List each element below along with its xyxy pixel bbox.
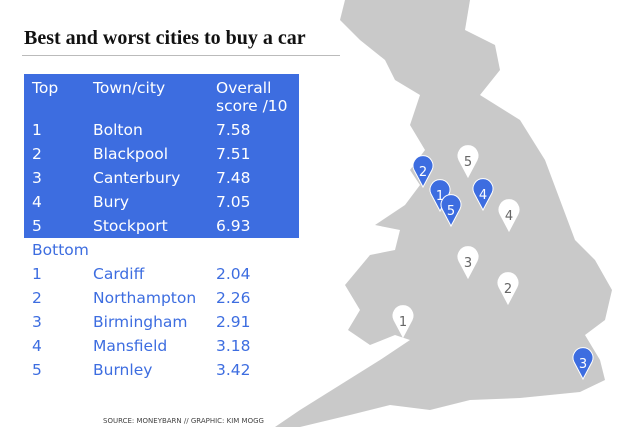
pin-label: 2 bbox=[419, 165, 427, 180]
cell: 3.42 bbox=[216, 361, 251, 379]
pin-label: 4 bbox=[479, 188, 487, 203]
pin bbox=[429, 179, 451, 213]
cell: Cardiff bbox=[93, 265, 145, 283]
pin bbox=[572, 347, 594, 381]
source: SOURCE: MONEYBARN // GRAPHIC: KIM MOGG bbox=[103, 417, 264, 425]
cell: Mansfield bbox=[93, 337, 168, 355]
cell: 2 bbox=[32, 145, 42, 163]
cell: Bolton bbox=[93, 121, 143, 139]
column-header: Top bbox=[32, 79, 59, 97]
pin-label: 5 bbox=[447, 204, 455, 219]
pin-label: 1 bbox=[399, 315, 407, 330]
pin bbox=[440, 194, 462, 228]
cell: 2.91 bbox=[216, 313, 251, 331]
cell: 3 bbox=[32, 313, 42, 331]
pin-label: 3 bbox=[579, 357, 587, 372]
pin bbox=[472, 178, 494, 212]
cell: Northampton bbox=[93, 289, 197, 307]
pin bbox=[392, 305, 414, 339]
cell: 4 bbox=[32, 193, 42, 211]
column-header: Overall score /10 bbox=[216, 79, 288, 115]
cell: 7.51 bbox=[216, 145, 251, 163]
cell: 7.05 bbox=[216, 193, 251, 211]
cell: 4 bbox=[32, 337, 42, 355]
rule bbox=[22, 55, 340, 56]
pin-label: 4 bbox=[505, 209, 513, 224]
cell: 2 bbox=[32, 289, 42, 307]
column-header: Town/city bbox=[93, 79, 166, 97]
cell: Bury bbox=[93, 193, 130, 211]
cell: 3 bbox=[32, 169, 42, 187]
cell: 5 bbox=[32, 361, 42, 379]
pin bbox=[497, 272, 519, 306]
cell: 3.18 bbox=[216, 337, 251, 355]
pin bbox=[412, 155, 434, 189]
title: Best and worst cities to buy a car bbox=[24, 27, 306, 49]
pin bbox=[457, 246, 479, 280]
cell: Burnley bbox=[93, 361, 153, 379]
cell: 2.04 bbox=[216, 265, 251, 283]
pin-label: 1 bbox=[436, 189, 444, 204]
pin-label: 5 bbox=[464, 155, 472, 170]
cell: Blackpool bbox=[93, 145, 169, 163]
cell: Stockport bbox=[93, 217, 168, 235]
cell: 7.48 bbox=[216, 169, 251, 187]
pin-label: 3 bbox=[464, 256, 472, 271]
cell: Birmingham bbox=[93, 313, 188, 331]
land bbox=[275, 0, 612, 427]
pin-label: 2 bbox=[504, 282, 512, 297]
pin bbox=[498, 199, 520, 233]
cell: 5 bbox=[32, 217, 42, 235]
pin bbox=[457, 145, 479, 179]
cell: 7.58 bbox=[216, 121, 251, 139]
cell: 1 bbox=[32, 121, 42, 139]
bottom-label: Bottom bbox=[32, 241, 89, 259]
top-box bbox=[24, 74, 299, 238]
cell: 1 bbox=[32, 265, 42, 283]
cell: Canterbury bbox=[93, 169, 181, 187]
cell: 2.26 bbox=[216, 289, 251, 307]
cell: 6.93 bbox=[216, 217, 251, 235]
